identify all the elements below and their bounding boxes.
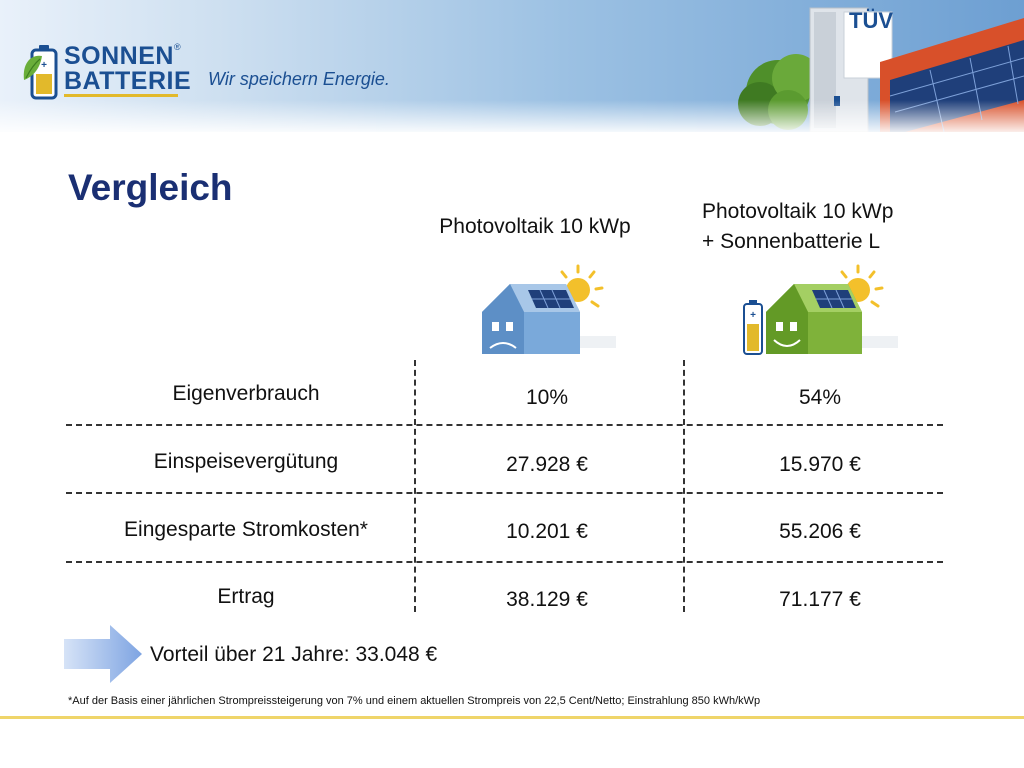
cell-pv-eingesparte-stromkosten: 10.201 €	[506, 520, 588, 543]
cell-pv-ertrag: 38.129 €	[506, 588, 588, 611]
footer-line	[0, 716, 1024, 719]
banner-fade	[0, 100, 1024, 132]
battery-icon: +	[743, 300, 763, 355]
logo-text-sonnen: SONNEN	[64, 42, 174, 70]
page-title: Vergleich	[68, 167, 233, 208]
logo-underline	[64, 94, 178, 97]
cell-pv-battery-ertrag: 71.177 €	[779, 588, 861, 611]
cell-pv-eigenverbrauch: 10%	[525, 386, 569, 409]
table-row-divider	[66, 492, 943, 494]
table-column-divider	[683, 360, 685, 612]
column-header-pv: Photovoltaik 10 kWp	[439, 215, 631, 238]
slogan: Wir speichern Energie.	[208, 69, 390, 89]
cell-pv-battery-einspeiseverguetung: 15.970 €	[779, 453, 861, 476]
row-label-eingesparte-stromkosten: Eingesparte Stromkosten*	[124, 518, 368, 541]
table-row-divider	[66, 424, 943, 426]
row-label-eigenverbrauch: Eigenverbrauch	[172, 382, 320, 405]
happy-house-battery-icon: +	[743, 264, 898, 355]
battery-leaf-logo-icon: +	[23, 45, 58, 100]
cell-pv-einspeiseverguetung: 27.928 €	[506, 453, 588, 476]
sonnenbatterie-logo[interactable]: + SONNEN ® BATTERIE	[22, 40, 192, 106]
cell-pv-battery-eigenverbrauch: 54%	[798, 386, 842, 409]
sun-icon	[560, 264, 604, 308]
cell-pv-battery-eingesparte-stromkosten: 55.206 €	[779, 520, 861, 543]
column-header-pv-battery: Photovoltaik 10 kWp + Sonnenbatterie L	[702, 197, 893, 257]
svg-text:+: +	[41, 60, 47, 71]
table-row-divider	[66, 561, 943, 563]
advantage-summary: Vorteil über 21 Jahre: 33.048 €	[150, 643, 438, 666]
column-header-line: + Sonnenbatterie L	[702, 230, 881, 253]
footnote: *Auf der Basis einer jährlichen Strompre…	[68, 695, 761, 707]
header-banner: + SONNEN ® BATTERIE Wir speichern Energi…	[0, 0, 1024, 132]
row-label-einspeiseverguetung: Einspeisevergütung	[153, 450, 339, 473]
arrow-right-icon	[64, 625, 142, 683]
svg-text:+: +	[750, 310, 756, 321]
sad-house-icon	[482, 264, 616, 354]
row-label-ertrag: Ertrag	[217, 585, 275, 608]
logo-text-batterie: BATTERIE	[64, 67, 192, 95]
table-column-divider	[414, 360, 416, 612]
column-header-line: Photovoltaik 10 kWp	[702, 200, 894, 223]
logo-registered-mark: ®	[174, 42, 181, 52]
tuv-badge: TÜV	[849, 8, 893, 33]
